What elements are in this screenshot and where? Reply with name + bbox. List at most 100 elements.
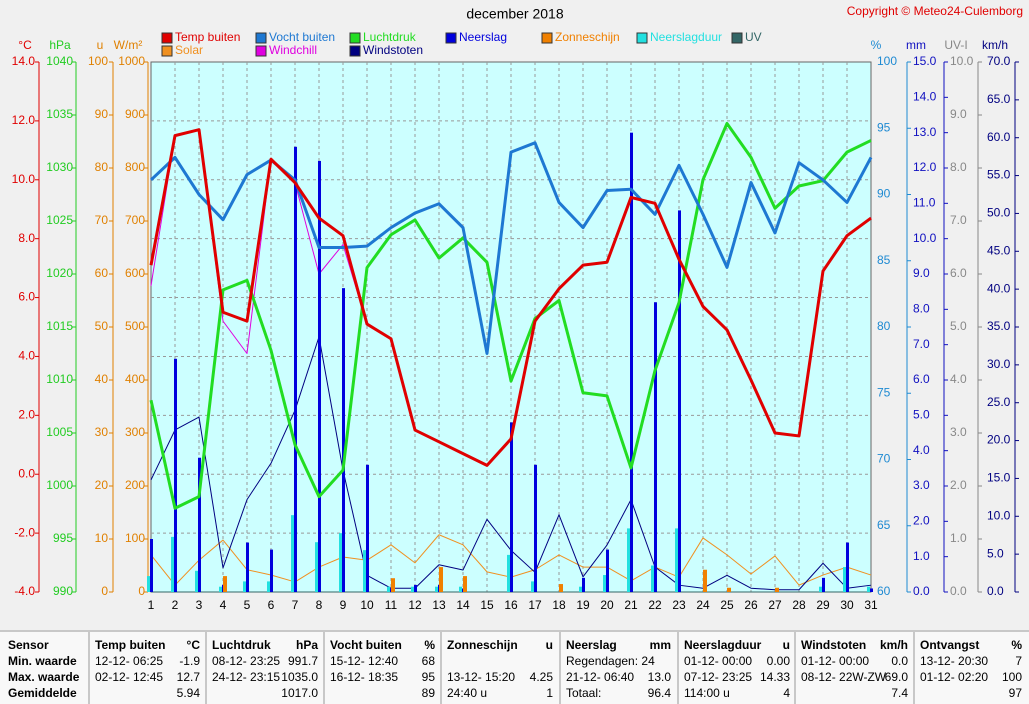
table-cell: 7.4 bbox=[891, 686, 908, 700]
table-cell: 01-12- 02:20 bbox=[920, 670, 988, 684]
y-tick-label: 0.0 bbox=[987, 584, 1004, 598]
table-cell: 4.25 bbox=[530, 670, 554, 684]
x-tick-label: 24 bbox=[696, 598, 710, 612]
bar bbox=[606, 549, 609, 592]
y-tick-label: 800 bbox=[125, 160, 145, 174]
legend-swatch bbox=[445, 32, 457, 44]
y-tick-label: 7.0 bbox=[950, 213, 967, 227]
x-tick-label: 1 bbox=[148, 598, 155, 612]
y-tick-label: 6.0 bbox=[950, 266, 967, 280]
table-header: Zonneschijn bbox=[447, 638, 518, 652]
table-cell: 13-12- 15:20 bbox=[447, 670, 515, 684]
table-cell: 991.7 bbox=[288, 654, 318, 668]
bar bbox=[267, 581, 270, 592]
legend-label: Neerslagduur bbox=[650, 30, 722, 44]
y-tick-label: 4.0 bbox=[950, 372, 967, 386]
y-tick-label: 15.0 bbox=[987, 471, 1011, 485]
y-tick-label: 5.0 bbox=[950, 319, 967, 333]
legend-swatch bbox=[255, 45, 267, 57]
legend-swatch bbox=[161, 32, 173, 44]
y-tick-label: 1030 bbox=[46, 160, 73, 174]
bar bbox=[459, 586, 462, 592]
y-tick-label: 0.0 bbox=[950, 584, 967, 598]
y-tick-label: 2.0 bbox=[18, 408, 35, 422]
bar bbox=[315, 542, 318, 592]
bar bbox=[150, 539, 153, 592]
x-tick-label: 17 bbox=[528, 598, 542, 612]
bar bbox=[219, 586, 222, 592]
y-tick-label: 65.0 bbox=[987, 92, 1011, 106]
y-tick-label: 1.0 bbox=[950, 531, 967, 545]
y-tick-label: 60 bbox=[95, 266, 109, 280]
bar bbox=[579, 586, 582, 592]
y-tick-label: 60.0 bbox=[987, 130, 1011, 144]
table-cell: 96.4 bbox=[648, 686, 672, 700]
table-cell: -1.9 bbox=[179, 654, 200, 668]
bar bbox=[531, 581, 534, 592]
y-tick-label: 0.0 bbox=[913, 584, 930, 598]
bar bbox=[411, 586, 414, 592]
x-tick-label: 25 bbox=[720, 598, 734, 612]
bar bbox=[387, 586, 390, 592]
bar bbox=[318, 160, 321, 592]
bar bbox=[510, 422, 513, 592]
x-tick-label: 5 bbox=[244, 598, 251, 612]
axis-unit: % bbox=[871, 38, 882, 52]
y-tick-label: 1035 bbox=[46, 107, 73, 121]
y-tick-label: 8.0 bbox=[18, 231, 35, 245]
x-tick-label: 18 bbox=[552, 598, 566, 612]
y-tick-label: 45.0 bbox=[987, 243, 1011, 257]
chart-title: december 2018 bbox=[466, 6, 564, 22]
table-cell: 21-12- 06:40 bbox=[566, 670, 634, 684]
bar bbox=[534, 464, 537, 592]
table-row-label: Max. waarde bbox=[8, 670, 80, 684]
table-cell: 16-12- 18:35 bbox=[330, 670, 398, 684]
bar bbox=[846, 542, 849, 592]
y-tick-label: 700 bbox=[125, 213, 145, 227]
axis-unit: UV-I bbox=[944, 38, 967, 52]
y-tick-label: 6.0 bbox=[913, 372, 930, 386]
x-tick-label: 8 bbox=[316, 598, 323, 612]
table-cell: 13-12- 20:30 bbox=[920, 654, 988, 668]
y-tick-label: 7.0 bbox=[913, 337, 930, 351]
legend-swatch bbox=[255, 32, 267, 44]
table-header: Luchtdruk bbox=[212, 638, 271, 652]
bar bbox=[291, 515, 294, 592]
y-tick-label: 12.0 bbox=[913, 160, 937, 174]
bar bbox=[439, 567, 443, 592]
y-tick-label: 5.0 bbox=[913, 408, 930, 422]
y-tick-label: 1005 bbox=[46, 425, 73, 439]
y-tick-label: 300 bbox=[125, 425, 145, 439]
x-tick-label: 19 bbox=[576, 598, 590, 612]
legend-swatch bbox=[541, 32, 553, 44]
table-cell: 4 bbox=[783, 686, 790, 700]
y-tick-label: 3.0 bbox=[950, 425, 967, 439]
table-cell: 14.33 bbox=[760, 670, 790, 684]
y-tick-label: 85 bbox=[877, 253, 891, 267]
y-tick-label: 0.0 bbox=[18, 466, 35, 480]
y-tick-label: 10.0 bbox=[913, 231, 937, 245]
table-cell: 1017.0 bbox=[281, 686, 318, 700]
table-cell: 24-12- 23:15 bbox=[212, 670, 280, 684]
table-header: % bbox=[1011, 638, 1022, 652]
legend-label: Windstoten bbox=[363, 43, 423, 57]
table-header: km/h bbox=[880, 638, 908, 652]
x-tick-label: 22 bbox=[648, 598, 662, 612]
y-tick-label: 70 bbox=[877, 452, 891, 466]
table-cell: Totaal: bbox=[566, 686, 601, 700]
y-tick-label: 1.0 bbox=[913, 549, 930, 563]
x-tick-label: 3 bbox=[196, 598, 203, 612]
x-tick-label: 28 bbox=[792, 598, 806, 612]
bar bbox=[870, 588, 873, 592]
y-tick-label: 1010 bbox=[46, 372, 73, 386]
bar bbox=[654, 302, 657, 592]
table-header: % bbox=[424, 638, 435, 652]
table-cell: 01-12- 00:00 bbox=[801, 654, 869, 668]
bar bbox=[819, 586, 822, 592]
y-tick-label: 1025 bbox=[46, 213, 73, 227]
table-header: Sensor bbox=[8, 638, 49, 652]
table-header: °C bbox=[187, 638, 201, 652]
x-tick-label: 10 bbox=[360, 598, 374, 612]
y-tick-label: 8.0 bbox=[913, 302, 930, 316]
